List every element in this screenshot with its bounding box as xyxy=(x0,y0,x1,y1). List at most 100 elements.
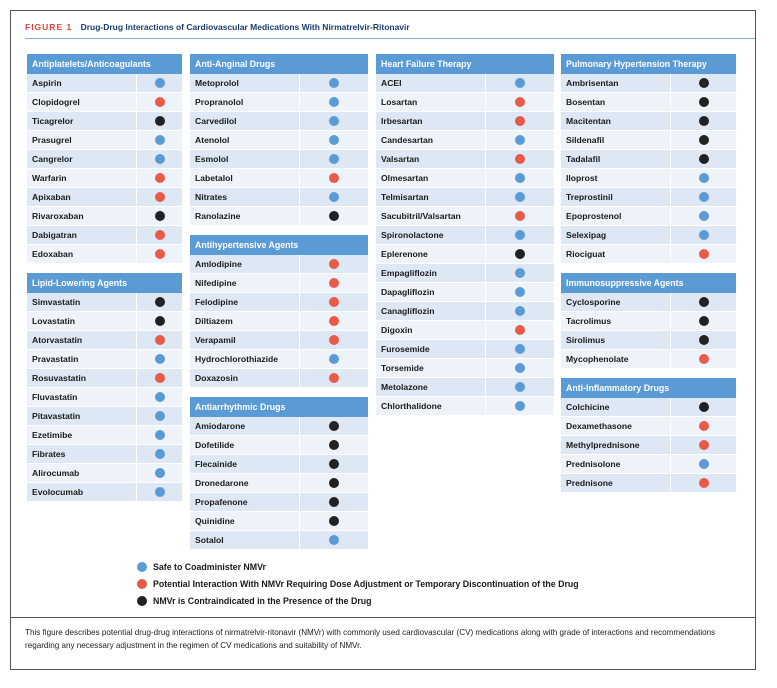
drug-name: Sotalol xyxy=(195,535,224,545)
drug-name: Ezetimibe xyxy=(32,430,73,440)
drug-name: Epoprostenol xyxy=(566,211,622,221)
black-dot-icon xyxy=(329,516,339,526)
category-header: Antiarrhythmic Drugs xyxy=(190,397,368,417)
status-cell xyxy=(136,93,182,111)
red-dot-icon xyxy=(154,192,165,202)
black-dot-icon xyxy=(154,211,165,221)
status-cell xyxy=(136,388,182,406)
red-dot-icon xyxy=(154,335,165,345)
drug-row-prasugrel: Prasugrel xyxy=(27,131,182,150)
blue-dot-icon xyxy=(154,411,165,421)
drug-row-riociguat: Riociguat xyxy=(561,245,736,264)
blue-dot-icon xyxy=(515,344,525,354)
category-header: Antihypertensive Agents xyxy=(190,235,368,255)
drug-row-tacrolimus: Tacrolimus xyxy=(561,312,736,331)
blue-dot-icon xyxy=(329,97,339,107)
category-header: Pulmonary Hypertension Therapy xyxy=(561,54,736,74)
blue-dot-icon xyxy=(698,173,709,183)
red-dot-icon xyxy=(137,578,147,589)
status-cell xyxy=(299,474,368,492)
drug-name: Lovastatin xyxy=(32,316,75,326)
drug-name: Rivaroxaban xyxy=(32,211,84,221)
drug-name: Bosentan xyxy=(566,97,606,107)
drug-name: Verapamil xyxy=(195,335,236,345)
drug-name: Warfarin xyxy=(32,173,67,183)
drug-row-cangrelor: Cangrelor xyxy=(27,150,182,169)
blue-dot-icon xyxy=(154,135,165,145)
category-antiarrhythmic-drugs: Antiarrhythmic Drugs Amiodarone Dofetilide… xyxy=(190,397,368,550)
drug-row-warfarin: Warfarin xyxy=(27,169,182,188)
status-cell xyxy=(485,169,554,187)
drug-list: Simvastatin Lovastatin Atorvastatin Pravast… xyxy=(27,293,182,502)
drug-name: Macitentan xyxy=(566,116,611,126)
drug-name: Spironolactone xyxy=(381,230,444,240)
drug-row-hydrochlorothiazide: Hydrochlorothiazide xyxy=(190,350,368,369)
drug-row-verapamil: Verapamil xyxy=(190,331,368,350)
black-dot-icon xyxy=(329,211,339,221)
status-cell xyxy=(136,169,182,187)
drug-row-pravastatin: Pravastatin xyxy=(27,350,182,369)
status-cell xyxy=(136,293,182,311)
category-header: Anti-Anginal Drugs xyxy=(190,54,368,74)
drug-name: Doxazosin xyxy=(195,373,238,383)
blue-dot-icon xyxy=(329,354,339,364)
status-cell xyxy=(485,397,554,415)
figure-frame xyxy=(10,10,756,670)
status-cell xyxy=(299,417,368,435)
drug-row-atenolol: Atenolol xyxy=(190,131,368,150)
status-cell xyxy=(670,131,736,149)
drug-row-pitavastatin: Pitavastatin xyxy=(27,407,182,426)
blue-dot-icon xyxy=(698,230,709,240)
drug-name: Hydrochlorothiazide xyxy=(195,354,279,364)
drug-name: Fibrates xyxy=(32,449,66,459)
drug-name: Esmolol xyxy=(195,154,229,164)
category-immunosuppressive-agents: Immunosuppressive Agents Cyclosporine Tacr… xyxy=(561,273,736,369)
drug-name: Atenolol xyxy=(195,135,230,145)
drug-name: ACEI xyxy=(381,78,402,88)
drug-name: Pitavastatin xyxy=(32,411,81,421)
drug-row-apixaban: Apixaban xyxy=(27,188,182,207)
legend-text: Potential Interaction With NMVr Requirin… xyxy=(153,578,579,589)
drug-row-acei: ACEI xyxy=(376,74,554,93)
status-cell xyxy=(136,131,182,149)
status-cell xyxy=(136,312,182,330)
black-dot-icon xyxy=(154,316,165,326)
figure-label: FIGURE 1 xyxy=(25,22,73,32)
status-cell xyxy=(299,493,368,511)
category-header: Lipid-Lowering Agents xyxy=(27,273,182,293)
blue-dot-icon xyxy=(515,287,525,297)
black-dot-icon xyxy=(698,297,709,307)
drug-name: Methylprednisone xyxy=(566,440,640,450)
drug-name: Furosemide xyxy=(381,344,430,354)
drug-name: Amlodipine xyxy=(195,259,242,269)
drug-name: Dapagliflozin xyxy=(381,287,435,297)
blue-dot-icon xyxy=(329,535,339,545)
drug-name: Olmesartan xyxy=(381,173,429,183)
drug-name: Metolazone xyxy=(381,382,428,392)
blue-dot-icon xyxy=(515,382,525,392)
drug-list: Aspirin Clopidogrel Ticagrelor Prasugrel Can… xyxy=(27,74,182,264)
black-dot-icon xyxy=(137,595,147,606)
category-anti-anginal-drugs: Anti-Anginal Drugs Metoprolol Propranolol C… xyxy=(190,54,368,226)
status-cell xyxy=(670,436,736,454)
blue-dot-icon xyxy=(515,135,525,145)
drug-name: Sacubitril/Valsartan xyxy=(381,211,461,221)
drug-list: ACEI Losartan Irbesartan Candesartan Valsart… xyxy=(376,74,554,416)
drug-row-valsartan: Valsartan xyxy=(376,150,554,169)
red-dot-icon xyxy=(154,230,165,240)
status-cell xyxy=(136,112,182,130)
status-cell xyxy=(670,169,736,187)
drug-name: Quinidine xyxy=(195,516,235,526)
drug-name: Colchicine xyxy=(566,402,610,412)
legend-item-contra: NMVr is Contraindicated in the Presence … xyxy=(137,592,579,609)
drug-name: Ranolazine xyxy=(195,211,241,221)
drug-name: Labetalol xyxy=(195,173,233,183)
status-cell xyxy=(299,369,368,387)
status-cell xyxy=(136,74,182,92)
status-cell xyxy=(299,169,368,187)
status-cell xyxy=(136,226,182,244)
status-cell xyxy=(299,255,368,273)
drug-row-colchicine: Colchicine xyxy=(561,398,736,417)
column-1: Antiplatelets/Anticoagulants Aspirin Clopi… xyxy=(27,54,182,511)
drug-name: Prednisone xyxy=(566,478,613,488)
